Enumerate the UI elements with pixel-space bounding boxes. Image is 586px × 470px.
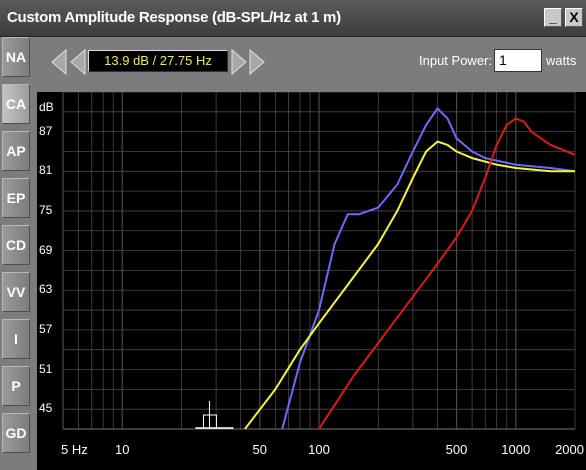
y-tick-label: 87: [39, 123, 53, 138]
close-button[interactable]: X: [565, 8, 583, 27]
title-bar[interactable]: Custom Amplitude Response (dB-SPL/Hz at …: [0, 0, 586, 37]
x-tick-label: 2000: [555, 442, 584, 457]
y-axis-unit-label: dB: [39, 100, 54, 114]
chart-canvas: [62, 92, 576, 430]
sidebar-tab-ep[interactable]: EP: [2, 178, 30, 218]
x-tick-label: 500: [445, 442, 468, 457]
yellow-response-curve: [244, 140, 575, 430]
next-arrow-icon[interactable]: [230, 49, 266, 75]
y-tick-label: 69: [39, 242, 53, 257]
input-power-label: Input Power:: [419, 53, 492, 68]
sidebar-tab-ap[interactable]: AP: [2, 131, 30, 171]
y-tick-label: 75: [39, 202, 53, 217]
sidebar-tab-na[interactable]: NA: [2, 37, 30, 77]
y-tick-label: 63: [39, 282, 53, 297]
blue-response-curve: [281, 107, 576, 430]
sidebar-tab-ca[interactable]: CA: [2, 84, 30, 124]
x-tick-label: 100: [308, 442, 330, 457]
y-tick-label: 51: [39, 361, 53, 376]
x-tick-label: 50: [252, 442, 267, 457]
x-tick-label: 5 Hz: [61, 442, 88, 457]
sidebar-tab-cd[interactable]: CD: [2, 225, 30, 265]
sidebar-tab-vv[interactable]: VV: [2, 272, 30, 312]
input-power-field[interactable]: 1: [494, 49, 542, 72]
amplitude-response-chart[interactable]: dB 45 51 57 63 69 75 81 87 5 Hz 10 50 100 500 1000 200…: [37, 92, 586, 470]
window-title: Custom Amplitude Response (dB-SPL/Hz at …: [7, 9, 341, 26]
toolbar: 13.9 dB / 27.75 Hz Input Power: 1 watts: [33, 37, 586, 92]
y-tick-label: 81: [39, 163, 53, 178]
watts-label: watts: [546, 53, 577, 68]
previous-arrow-icon[interactable]: [51, 49, 87, 75]
cursor-readout: 13.9 dB / 27.75 Hz: [88, 50, 228, 72]
y-tick-label: 45: [39, 401, 53, 416]
red-response-curve: [318, 117, 576, 430]
x-tick-label: 10: [114, 442, 130, 457]
y-tick-label: 57: [39, 321, 53, 336]
sidebar-tab-i[interactable]: I: [2, 319, 30, 359]
sidebar-tab-p[interactable]: P: [2, 366, 30, 406]
sidebar: NA CA AP EP CD VV I P GD: [0, 37, 33, 470]
minimize-button[interactable]: _: [544, 8, 562, 27]
x-tick-label: 1000: [501, 442, 531, 457]
sidebar-tab-gd[interactable]: GD: [2, 413, 30, 453]
